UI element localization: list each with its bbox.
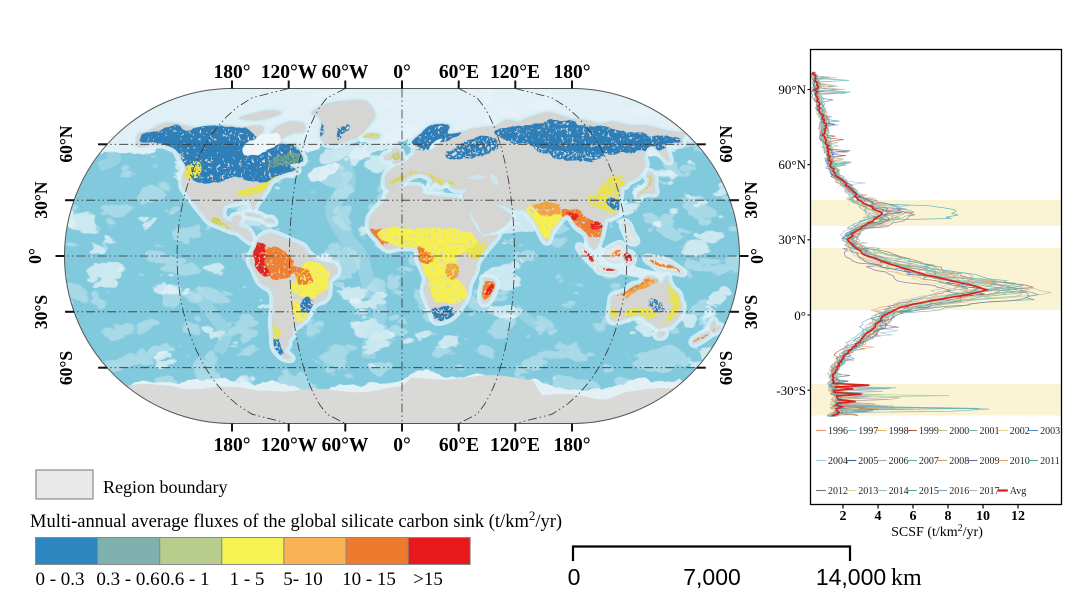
svg-text:2017: 2017 bbox=[980, 486, 1000, 497]
svg-text:2004: 2004 bbox=[828, 456, 848, 467]
svg-text:120°E: 120°E bbox=[490, 435, 540, 456]
svg-text:60°W: 60°W bbox=[322, 435, 369, 456]
svg-text:4: 4 bbox=[875, 509, 882, 524]
svg-text:2008: 2008 bbox=[949, 456, 969, 467]
svg-text:0°: 0° bbox=[393, 435, 411, 456]
svg-text:Region boundary: Region boundary bbox=[103, 477, 227, 497]
svg-text:120°W: 120°W bbox=[261, 435, 318, 456]
svg-text:2: 2 bbox=[840, 509, 847, 524]
svg-text:1998: 1998 bbox=[889, 426, 909, 437]
svg-text:0 - 0.3: 0 - 0.3 bbox=[35, 569, 84, 590]
svg-text:180°: 180° bbox=[213, 435, 250, 456]
svg-text:7,000: 7,000 bbox=[683, 564, 741, 590]
svg-text:1997: 1997 bbox=[858, 426, 878, 437]
svg-text:12: 12 bbox=[1011, 509, 1025, 524]
svg-text:2003: 2003 bbox=[1040, 426, 1060, 437]
svg-text:2000: 2000 bbox=[949, 426, 969, 437]
svg-text:2014: 2014 bbox=[889, 486, 909, 497]
svg-text:30°N: 30°N bbox=[741, 181, 761, 218]
svg-text:0°: 0° bbox=[747, 248, 767, 264]
svg-text:60°N: 60°N bbox=[778, 157, 806, 172]
svg-text:120°E: 120°E bbox=[490, 62, 540, 83]
svg-text:2015: 2015 bbox=[919, 486, 939, 497]
svg-text:180°: 180° bbox=[213, 62, 250, 83]
svg-text:1999: 1999 bbox=[919, 426, 939, 437]
svg-text:180°: 180° bbox=[553, 62, 590, 83]
svg-text:2005: 2005 bbox=[858, 456, 878, 467]
svg-text:1996: 1996 bbox=[828, 426, 848, 437]
svg-text:2006: 2006 bbox=[889, 456, 909, 467]
svg-text:2001: 2001 bbox=[980, 426, 1000, 437]
svg-text:60°E: 60°E bbox=[439, 435, 479, 456]
svg-text:2013: 2013 bbox=[858, 486, 878, 497]
svg-text:0°: 0° bbox=[393, 62, 411, 83]
svg-text:180°: 180° bbox=[553, 435, 590, 456]
svg-text:14,000: 14,000 bbox=[816, 564, 886, 590]
svg-text:km: km bbox=[891, 565, 922, 591]
svg-text:6: 6 bbox=[910, 509, 917, 524]
svg-text:30°N: 30°N bbox=[778, 232, 806, 247]
svg-text:60°E: 60°E bbox=[439, 62, 479, 83]
svg-text:>15: >15 bbox=[413, 569, 443, 590]
svg-text:30°N: 30°N bbox=[31, 181, 51, 218]
svg-text:10 - 15: 10 - 15 bbox=[342, 569, 396, 590]
svg-text:-30°S: -30°S bbox=[776, 383, 806, 398]
svg-text:10: 10 bbox=[976, 509, 990, 524]
svg-text:0°: 0° bbox=[25, 248, 45, 264]
svg-text:2007: 2007 bbox=[919, 456, 939, 467]
svg-text:0.3 - 0.6: 0.3 - 0.6 bbox=[96, 569, 159, 590]
svg-text:8: 8 bbox=[945, 509, 952, 524]
svg-text:2010: 2010 bbox=[1010, 456, 1030, 467]
svg-text:2002: 2002 bbox=[1010, 426, 1030, 437]
svg-text:5- 10: 5- 10 bbox=[283, 569, 323, 590]
svg-text:0: 0 bbox=[568, 564, 581, 590]
svg-text:30°S: 30°S bbox=[31, 295, 51, 329]
svg-text:120°W: 120°W bbox=[261, 62, 318, 83]
svg-text:0.6 - 1: 0.6 - 1 bbox=[160, 569, 209, 590]
svg-text:60°N: 60°N bbox=[716, 125, 736, 162]
svg-text:30°S: 30°S bbox=[741, 295, 761, 329]
svg-text:1 - 5: 1 - 5 bbox=[230, 569, 265, 590]
svg-text:2012: 2012 bbox=[828, 486, 848, 497]
svg-text:60°S: 60°S bbox=[716, 351, 736, 385]
svg-text:0°: 0° bbox=[794, 308, 806, 323]
svg-text:2009: 2009 bbox=[980, 456, 1000, 467]
svg-text:60°S: 60°S bbox=[56, 351, 76, 385]
svg-text:60°N: 60°N bbox=[56, 125, 76, 162]
svg-text:90°N: 90°N bbox=[778, 82, 806, 97]
svg-text:2011: 2011 bbox=[1040, 456, 1060, 467]
svg-text:SCSF (t/km2/yr): SCSF (t/km2/yr) bbox=[891, 523, 983, 541]
svg-text:Multi-annual average fluxes of: Multi-annual average fluxes of the globa… bbox=[30, 508, 562, 533]
svg-text:Avg: Avg bbox=[1010, 486, 1026, 497]
svg-text:60°W: 60°W bbox=[322, 62, 369, 83]
svg-text:2016: 2016 bbox=[949, 486, 969, 497]
